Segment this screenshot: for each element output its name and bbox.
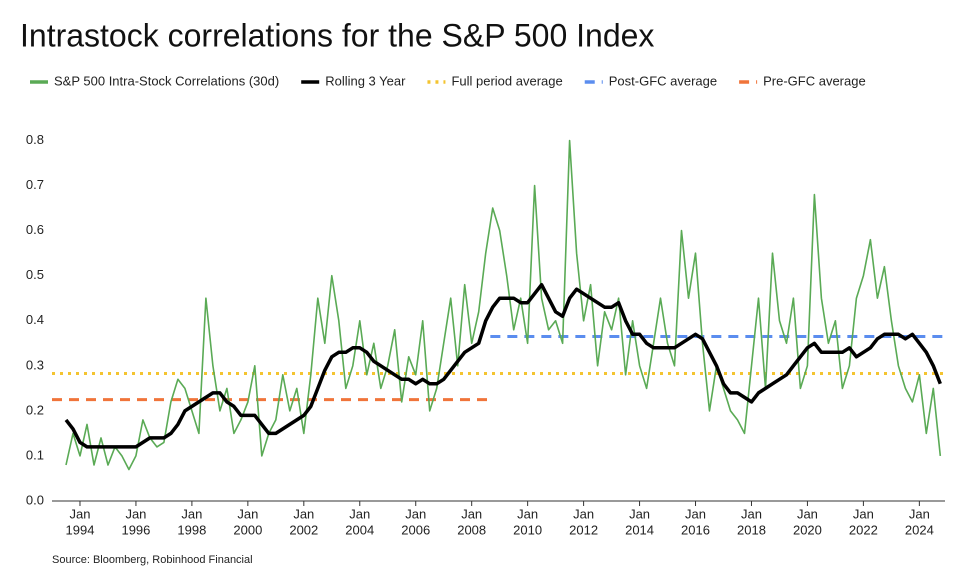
x-tick-label: 2008 <box>457 522 486 537</box>
x-tick-label: Jan <box>909 506 930 521</box>
x-tick-label: Jan <box>853 506 874 521</box>
x-tick-label: Jan <box>181 506 202 521</box>
y-tick-label: 0.5 <box>26 267 44 282</box>
y-tick-label: 0.0 <box>26 492 44 507</box>
series-line <box>64 282 942 449</box>
y-tick-label: 0.4 <box>26 312 44 327</box>
y-tick-label: 0.7 <box>26 177 44 192</box>
x-tick-label: 2024 <box>905 522 934 537</box>
x-tick-label: Jan <box>685 506 706 521</box>
x-tick-label: 2006 <box>401 522 430 537</box>
x-tick-label: Jan <box>461 506 482 521</box>
x-tick-label: 2010 <box>513 522 542 537</box>
y-tick-label: 0.3 <box>26 357 44 372</box>
x-tick-label: 2012 <box>569 522 598 537</box>
series-line <box>65 139 942 471</box>
y-tick-label: 0.8 <box>26 132 44 147</box>
legend-label: Post-GFC average <box>609 73 717 88</box>
x-tick-label: 2018 <box>737 522 766 537</box>
x-tick-label: 2002 <box>289 522 318 537</box>
x-tick-label: Jan <box>629 506 650 521</box>
x-tick-label: Jan <box>517 506 538 521</box>
x-tick-label: Jan <box>293 506 314 521</box>
legend-label: Rolling 3 Year <box>325 73 406 88</box>
y-tick-label: 0.2 <box>26 402 44 417</box>
x-tick-label: Jan <box>237 506 258 521</box>
x-tick-label: Jan <box>69 506 90 521</box>
legend-label: Full period average <box>451 73 562 88</box>
source: Source: Bloomberg, Robinhood Financial <box>52 554 253 566</box>
x-tick-label: Jan <box>125 506 146 521</box>
x-tick-label: 1994 <box>66 522 95 537</box>
x-tick-label: Jan <box>741 506 762 521</box>
x-tick-label: 2000 <box>233 522 262 537</box>
y-tick-label: 0.1 <box>26 447 44 462</box>
x-tick-label: 1998 <box>177 522 206 537</box>
x-tick-label: 2022 <box>849 522 878 537</box>
legend-label: Pre-GFC average <box>763 73 866 88</box>
legend-label: S&P 500 Intra-Stock Correlations (30d) <box>54 73 279 88</box>
x-tick-label: 2020 <box>793 522 822 537</box>
x-tick-label: Jan <box>573 506 594 521</box>
x-tick-label: Jan <box>797 506 818 521</box>
x-tick-label: 1996 <box>121 522 150 537</box>
x-tick-label: 2004 <box>345 522 374 537</box>
x-tick-label: Jan <box>349 506 370 521</box>
x-tick-label: 2016 <box>681 522 710 537</box>
chart-title: Intrastock correlations for the S&P 500 … <box>20 17 654 53</box>
x-tick-label: Jan <box>405 506 426 521</box>
y-tick-label: 0.6 <box>26 222 44 237</box>
x-tick-label: 2014 <box>625 522 654 537</box>
